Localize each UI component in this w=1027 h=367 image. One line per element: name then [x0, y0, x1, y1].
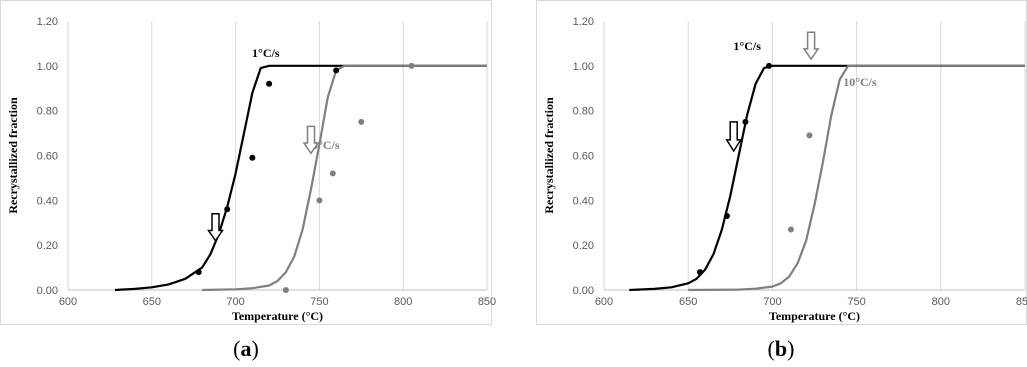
ca-y-tick-label: 0.60	[37, 151, 58, 163]
caption-b: (b)	[767, 336, 795, 361]
ca-x-tick-label: 650	[143, 296, 161, 308]
ca-data-point	[358, 118, 365, 125]
cb-model-curve-0	[629, 64, 1025, 292]
chart-b-svg: 600 650 700 750 800 850 0.00 0.20 0.40 0.60 0.80 1.…	[542, 16, 1027, 323]
ca-y-axis-title: Recrystallized fraction	[6, 97, 20, 214]
ca-x-tick-label: 700	[226, 296, 244, 308]
cb-x-tick-label: 800	[932, 296, 950, 308]
cb-y-tick-label: 0.20	[573, 240, 594, 252]
ca-data-point	[249, 154, 256, 161]
caption-a: (a)	[233, 336, 259, 361]
ca-data-point	[333, 67, 340, 74]
ca-model-curve-1	[202, 64, 487, 292]
ca-data-point	[316, 197, 323, 204]
cb-series-annotation: 1°C/s	[733, 39, 761, 53]
cb-series-annotation: 10°C/s	[843, 75, 877, 89]
cb-x-tick-label: 600	[595, 296, 613, 308]
ca-x-tick-label: 600	[59, 296, 77, 308]
cb-down-arrow-icon	[802, 31, 820, 61]
cb-x-axis-title: Temperature (°C)	[769, 309, 860, 323]
ca-y-tick-label: 0.40	[37, 195, 58, 207]
cb-y-tick-label: 1.20	[573, 16, 594, 28]
cb-data-point	[742, 118, 749, 125]
ca-x-tick-label: 800	[394, 296, 412, 308]
cb-x-tick-label: 750	[847, 296, 865, 308]
ca-y-tick-label: 1.00	[37, 61, 58, 73]
chart-panel-a: 600 650 700 750 800 850 0.00 0.20 0.40 0.60 0.80 1.…	[0, 0, 496, 325]
ca-data-point	[224, 206, 231, 213]
cb-data-point	[787, 226, 794, 233]
ca-x-axis-title: Temperature (°C)	[232, 309, 323, 323]
ca-x-tick-label: 750	[310, 296, 328, 308]
cb-y-tick-label: 1.00	[573, 61, 594, 73]
chart-a-svg: 600 650 700 750 800 850 0.00 0.20 0.40 0.60 0.80 1.…	[6, 16, 496, 323]
cb-y-tick-label: 0.60	[573, 151, 594, 163]
cb-x-tick-label: 700	[763, 296, 781, 308]
cb-data-point	[696, 269, 703, 276]
ca-model-curve-0	[114, 64, 487, 292]
ca-y-tick-label: 1.20	[37, 16, 58, 28]
ca-down-arrow-icon	[207, 213, 224, 243]
cb-x-tick-label: 850	[1016, 296, 1027, 308]
cb-y-tick-label: 0.80	[573, 106, 594, 118]
ca-data-point	[329, 170, 336, 177]
cb-data-point	[723, 213, 730, 220]
ca-down-arrow-icon	[302, 125, 320, 155]
ca-data-point	[408, 62, 415, 69]
cb-down-arrow-icon	[725, 121, 743, 153]
cb-y-axis-title: Recrystallized fraction	[542, 97, 556, 214]
cb-x-tick-label: 650	[679, 296, 697, 308]
ca-x-tick-label: 850	[478, 296, 496, 308]
cb-model-curve-1	[688, 64, 1025, 292]
ca-y-tick-label: 0.80	[37, 106, 58, 118]
ca-y-tick-label: 0.00	[37, 285, 58, 297]
ca-y-tick-label: 0.20	[37, 240, 58, 252]
cb-y-tick-label: 0.40	[573, 195, 594, 207]
cb-data-point	[766, 62, 773, 69]
cb-y-tick-label: 0.00	[573, 285, 594, 297]
chart-panel-b: 600 650 700 750 800 850 0.00 0.20 0.40 0.60 0.80 1.…	[536, 0, 1027, 325]
ca-data-point	[282, 287, 289, 293]
ca-series-annotation: 1°C/s	[252, 46, 280, 60]
ca-data-point	[266, 80, 273, 87]
ca-data-point	[195, 269, 202, 276]
cb-data-point	[806, 132, 813, 139]
